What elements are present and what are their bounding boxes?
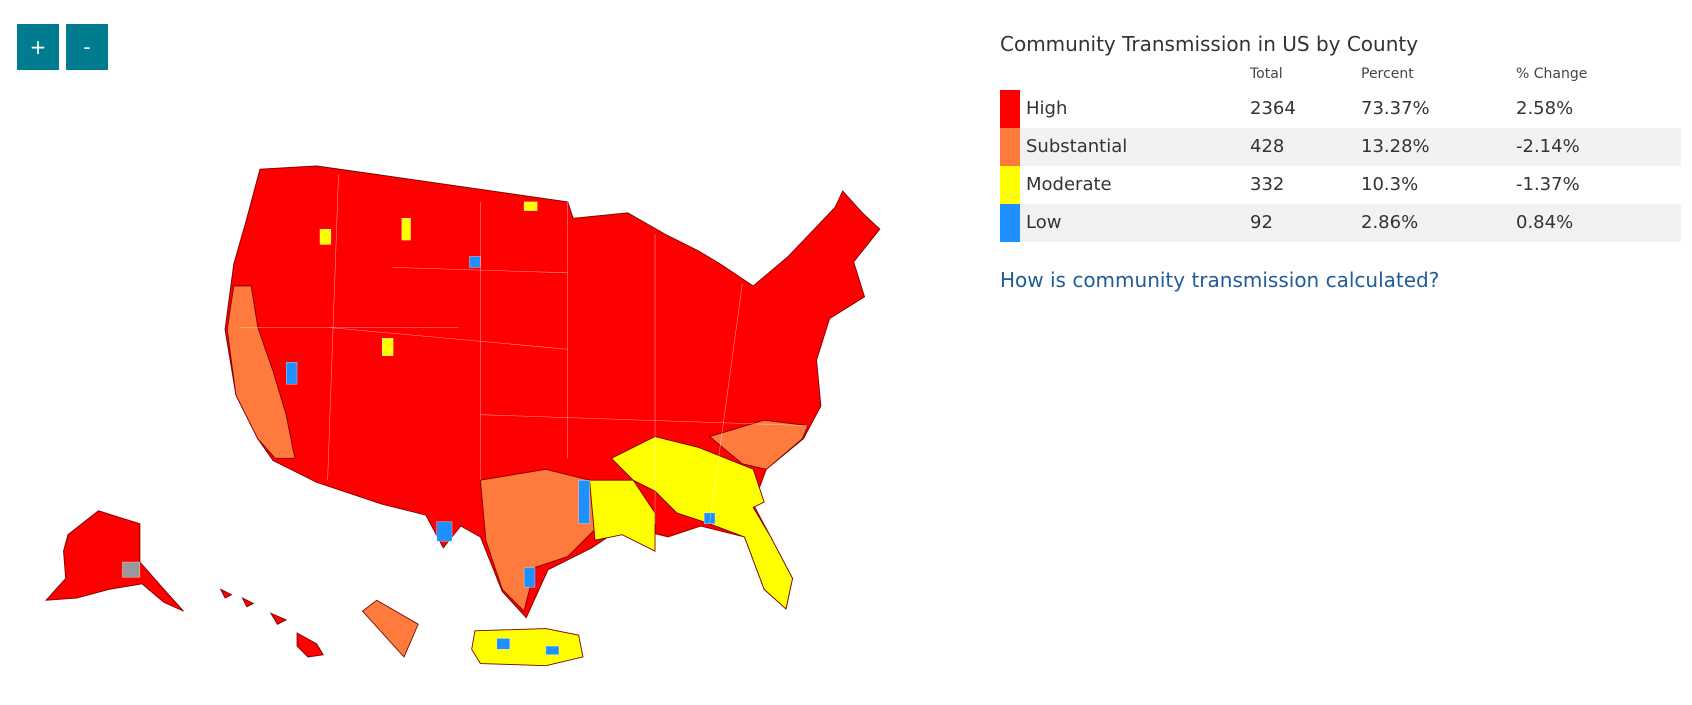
- moderate-county: [523, 201, 538, 211]
- percent-cell: 13.28%: [1361, 136, 1430, 157]
- no-data-area: [122, 561, 141, 578]
- state-lines: [240, 174, 808, 524]
- percent-cell: 10.3%: [1361, 174, 1419, 195]
- legend-row: Low 92 2.86% 0.84%: [1000, 204, 1681, 242]
- legend-header: Total Percent % Change: [1000, 66, 1681, 90]
- color-swatch: [1000, 204, 1020, 242]
- low-county: [578, 480, 590, 525]
- low-county: [285, 362, 298, 385]
- column-header: Percent: [1361, 66, 1414, 82]
- change-cell: -1.37%: [1516, 174, 1580, 195]
- percent-cell: 73.37%: [1361, 98, 1430, 119]
- level-label: High: [1026, 98, 1068, 119]
- puerto-rico: [471, 628, 584, 667]
- alaska: [45, 510, 184, 612]
- level-label: Low: [1026, 212, 1062, 233]
- info-link[interactable]: How is community transmission calculated…: [1000, 268, 1440, 292]
- low-county: [523, 567, 536, 588]
- low-county: [436, 521, 453, 542]
- legend-row: Substantial 428 13.28% -2.14%: [1000, 128, 1681, 166]
- moderate-county: [319, 229, 332, 245]
- legend-table: Total Percent % Change High 2364 73.37% 2.5…: [1000, 66, 1681, 242]
- color-swatch: [1000, 90, 1020, 128]
- change-cell: -2.14%: [1516, 136, 1580, 157]
- legend-rows: High 2364 73.37% 2.58% Substantial 428 13.28% -…: [1000, 90, 1681, 242]
- low-county: [545, 645, 560, 655]
- level-label: Moderate: [1026, 174, 1112, 195]
- zoom-out-button[interactable]: -: [66, 24, 108, 70]
- hawaii: [219, 588, 324, 658]
- color-swatch: [1000, 166, 1020, 204]
- substantial-carolinas: [708, 419, 809, 470]
- substantial-texas: [479, 468, 601, 612]
- legend-row: High 2364 73.37% 2.58%: [1000, 90, 1681, 128]
- moderate-gulf: [589, 479, 656, 552]
- total-cell: 92: [1250, 212, 1273, 233]
- legend-title: Community Transmission in US by County: [1000, 32, 1419, 56]
- zoom-in-button[interactable]: +: [17, 24, 59, 70]
- total-cell: 428: [1250, 136, 1285, 157]
- percent-cell: 2.86%: [1361, 212, 1419, 233]
- total-cell: 332: [1250, 174, 1285, 195]
- column-header: % Change: [1516, 66, 1588, 82]
- moderate-county: [382, 338, 394, 356]
- legend-row: Moderate 332 10.3% -1.37%: [1000, 166, 1681, 204]
- guam: [361, 599, 419, 658]
- column-header: Total: [1250, 66, 1283, 82]
- level-label: Substantial: [1026, 136, 1128, 157]
- low-county: [469, 256, 481, 268]
- change-cell: 2.58%: [1516, 98, 1574, 119]
- change-cell: 0.84%: [1516, 212, 1574, 233]
- total-cell: 2364: [1250, 98, 1296, 119]
- color-swatch: [1000, 128, 1020, 166]
- substantial-west-coast: [226, 285, 296, 459]
- moderate-county: [401, 218, 411, 241]
- low-county: [496, 638, 511, 650]
- moderate-southeast: [610, 436, 793, 610]
